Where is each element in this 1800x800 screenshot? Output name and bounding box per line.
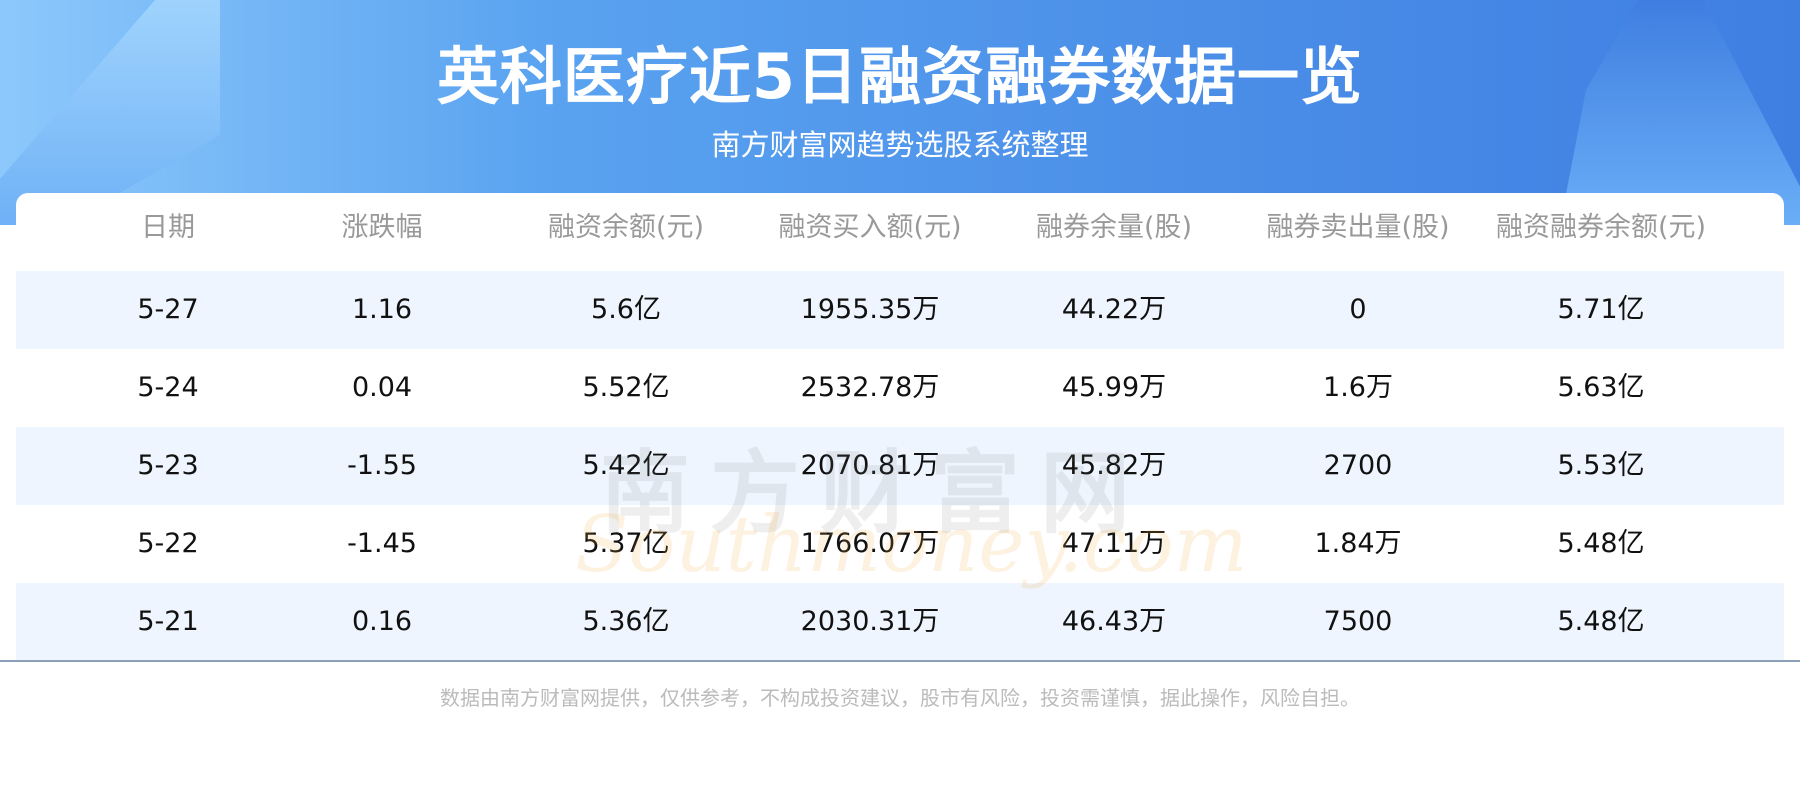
table-cell: 5.53亿	[1557, 450, 1645, 481]
table-cell: 1.84万	[1314, 528, 1402, 559]
column-header: 融券卖出量(股)	[1266, 212, 1450, 243]
column-header: 融资余额(元)	[547, 212, 705, 243]
table-cell: 5-24	[137, 372, 199, 403]
header-banner: 英科医疗近5日融资融券数据一览 南方财富网趋势选股系统整理	[0, 0, 1800, 225]
table-cell: 5.36亿	[582, 606, 670, 637]
table-cell: 0.04	[351, 372, 413, 403]
page-subtitle: 南方财富网趋势选股系统整理	[711, 128, 1089, 162]
column-header: 融券余量(股)	[1035, 212, 1193, 243]
disclaimer: 数据由南方财富网提供，仅供参考，不构成投资建议，股市有风险，投资需谨慎，据此操作…	[440, 686, 1360, 710]
table-cell: 5.48亿	[1557, 606, 1645, 637]
table-divider	[0, 660, 1800, 662]
table-cell: 1.16	[351, 294, 413, 325]
table-cell: 1955.35万	[800, 294, 940, 325]
table-cell: 2030.31万	[800, 606, 940, 637]
table-cell: 44.22万	[1061, 294, 1167, 325]
table-cell: 7500	[1323, 606, 1393, 637]
table-cell: 0.16	[351, 606, 413, 637]
table-row: 5-23 -1.55 5.42亿 2070.81万 45.82万 2700 5.53亿	[16, 427, 1784, 505]
watermark-en: Southmoney.com	[575, 500, 1248, 590]
table-cell: 5-23	[137, 450, 199, 481]
table-cell: 2700	[1323, 450, 1393, 481]
table-cell: 46.43万	[1061, 606, 1167, 637]
table-cell: 1766.07万	[800, 528, 940, 559]
page-title: 英科医疗近5日融资融券数据一览	[436, 40, 1364, 113]
table-cell: 5.37亿	[582, 528, 670, 559]
column-header: 融资融券余额(元)	[1495, 212, 1707, 243]
table-row: 5-21 0.16 5.36亿 2030.31万 46.43万 7500 5.48亿	[16, 583, 1784, 661]
table-row: 5-27 1.16 5.6亿 1955.35万 44.22万 0 5.71亿	[16, 271, 1784, 349]
table-cell: 45.82万	[1061, 450, 1167, 481]
column-header: 涨跌幅	[341, 212, 423, 243]
column-header: 日期	[141, 212, 195, 243]
table-cell: 5-27	[137, 294, 199, 325]
table-header: 日期 涨跌幅 融资余额(元) 融资买入额(元) 融券余量(股) 融券卖出量(股) 融资融券余…	[16, 193, 1784, 271]
table-cell: 2532.78万	[800, 372, 940, 403]
column-header: 融资买入额(元)	[778, 212, 962, 243]
table-cell: -1.45	[347, 528, 417, 559]
table-cell: 2070.81万	[800, 450, 940, 481]
table-cell: 5.6亿	[591, 294, 661, 325]
watermark-cn: 南方财富网	[600, 441, 1150, 546]
table-cell: 5.71亿	[1557, 294, 1645, 325]
table-cell: 5.42亿	[582, 450, 670, 481]
table-cell: 1.6万	[1323, 372, 1393, 403]
table-cell: 0	[1349, 294, 1367, 325]
table-cell: 5.63亿	[1557, 372, 1645, 403]
table-cell: 5.52亿	[582, 372, 670, 403]
table-cell: 5-22	[137, 528, 199, 559]
table-cell: 47.11万	[1061, 528, 1167, 559]
table-cell: 45.99万	[1061, 372, 1167, 403]
table-row: 5-24 0.04 5.52亿 2532.78万 45.99万 1.6万 5.63亿	[16, 349, 1784, 427]
table-row: 5-22 -1.45 5.37亿 1766.07万 47.11万 1.84万 5.48亿	[16, 505, 1784, 583]
table-cell: 5.48亿	[1557, 528, 1645, 559]
table-cell: 5-21	[137, 606, 199, 637]
table-cell: -1.55	[347, 450, 417, 481]
